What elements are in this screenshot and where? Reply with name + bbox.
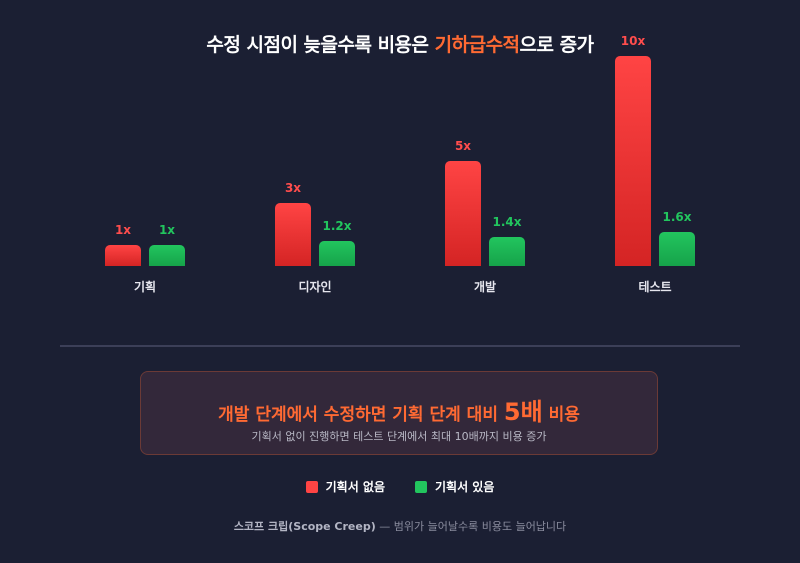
category-label: 테스트 — [638, 280, 672, 294]
callout-sub: 기획서 없이 진행하면 테스트 단계에서 최대 10배까지 비용 증가 — [251, 430, 547, 443]
bar-chart: 1x 1x 기획 3x 1.2x 디자인 5x 1.4x 개발 10x 1.6x 테스트 — [105, 0, 695, 300]
footer-rest: — 범위가 늘어날수록 비용도 늘어납니다 — [375, 520, 567, 533]
bar-value-label: 1x — [158, 223, 176, 237]
legend-item-without-plan: 기획서 없음 — [305, 478, 385, 495]
bar-green — [489, 237, 525, 266]
legend-label: 기획서 없음 — [325, 480, 385, 494]
callout-main: 개발 단계에서 수정하면 기획 단계 대비 5배 비용 — [141, 392, 657, 427]
category-label: 기획 — [133, 280, 157, 294]
footer-bold: 스코프 크립(Scope Creep) — [233, 520, 376, 533]
chart-title: 수정 시점이 늦을수록 비용은 기하급수적으로 증가 — [0, 30, 800, 57]
legend-item-with-plan: 기획서 있음 — [415, 478, 494, 495]
legend-swatch-red — [305, 480, 318, 493]
bar-group: 1x 1x 기획 — [105, 0, 185, 300]
legend: 기획서 없음 기획서 있음 — [0, 478, 800, 495]
bar-value-label: 10x — [620, 34, 646, 48]
bar-red — [105, 245, 141, 266]
bar-green — [659, 232, 695, 266]
bar-value-label: 1.4x — [492, 215, 522, 229]
bar-group: 10x 1.6x 테스트 — [615, 0, 695, 300]
bar-red — [615, 56, 651, 266]
category-label: 디자인 — [298, 280, 332, 294]
bar-group: 3x 1.2x 디자인 — [275, 0, 355, 300]
bar-value-label: 1.2x — [322, 219, 352, 233]
category-label: 개발 — [473, 280, 497, 294]
legend-label: 기획서 있음 — [435, 480, 495, 494]
bar-value-label: 3x — [284, 181, 302, 195]
callout-main-big: 5배 — [503, 398, 543, 426]
callout-main-suffix: 비용 — [542, 405, 580, 425]
title-suffix: 으로 증가 — [519, 34, 595, 56]
bar-value-label: 5x — [454, 139, 472, 153]
divider — [60, 345, 740, 347]
bar-value-label: 1.6x — [662, 210, 692, 224]
title-highlight: 기하급수적 — [434, 34, 520, 56]
callout-box: 개발 단계에서 수정하면 기획 단계 대비 5배 비용 기획서 없이 진행하면 … — [140, 371, 658, 455]
callout-main-prefix: 개발 단계에서 수정하면 기획 단계 대비 — [218, 405, 504, 425]
legend-swatch-green — [415, 480, 427, 493]
bar-red — [445, 161, 481, 266]
footer-note: 스코프 크립(Scope Creep) — 범위가 늘어날수록 비용도 늘어납니… — [0, 518, 800, 534]
title-prefix: 수정 시점이 늦을수록 비용은 — [206, 34, 435, 56]
bar-value-label: 1x — [114, 223, 132, 237]
bar-group: 5x 1.4x 개발 — [445, 0, 525, 300]
bar-red — [275, 203, 311, 266]
bar-green — [319, 241, 355, 266]
bar-green — [149, 245, 185, 266]
